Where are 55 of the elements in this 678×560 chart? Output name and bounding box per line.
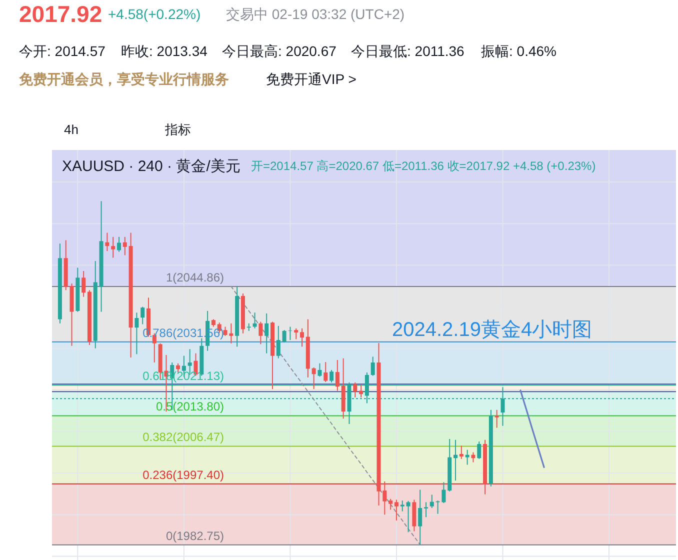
candlestick [258,321,263,345]
candlestick [418,489,422,546]
candlestick [294,328,298,340]
candlestick [459,445,464,460]
candlestick [477,440,482,460]
candlestick [134,312,139,355]
candlestick [288,326,292,341]
candlestick [318,362,322,378]
candlestick [353,382,358,398]
candlestick [454,439,458,482]
text: 开=2014.57 高=2020.67 低=2011.36 收=2017.92 +4.58 (+0.23%) [251,159,596,173]
candlestick [140,306,145,325]
candlestick [400,500,404,512]
candlestick [324,362,328,383]
text: 2017.92 [19,1,102,27]
text: 今日最低: 2011.36 [351,43,465,59]
ref-line-label: 0.382(2006.47) [142,430,224,444]
ref-line-label: 1(2044.86) [166,270,224,285]
candlestick [359,384,364,398]
candlestick [465,449,470,466]
candlestick [282,330,286,344]
candlestick [394,499,398,521]
text: 昨收: 2013.34 [121,43,208,59]
candlestick [471,452,476,463]
candlestick [424,502,428,518]
candlestick [82,270,86,298]
candlestick [312,366,316,390]
text: +4.58(+0.22%) [108,6,201,22]
candlestick [116,236,121,252]
text: XAUUSD · 240 · 黄金/美元 [62,158,240,175]
ref-line-label: 0(1982.75) [166,528,224,543]
candlestick [122,236,127,256]
text: 振幅: 0.46% [481,43,556,59]
text: 免费开通会员，享受专业行情服务 [18,71,229,87]
text: 4h [64,122,78,137]
text: 交易中 02-19 03:32 (UTC+2) [226,6,405,22]
text: 免费开通VIP > [266,71,356,87]
candlestick [330,369,334,383]
text: 指标 [164,122,191,137]
text: 今日最高: 2020.67 [222,43,337,59]
ref-line-label: 0.236(1997.40) [142,468,224,482]
candlestick [264,312,269,354]
candlestick [300,328,304,348]
candlestick [406,500,410,533]
candlestick [430,494,434,509]
candlestick [494,409,499,428]
annotation: 2024.2.19黄金4小时图 [392,319,592,341]
candlestick [335,359,340,392]
candlestick [276,325,280,359]
candlestick [370,356,375,376]
text: 今开: 2014.57 [19,43,106,59]
candlestick [111,236,116,258]
candlestick [388,498,393,510]
candlestick [105,232,110,252]
candlestick [252,312,257,329]
